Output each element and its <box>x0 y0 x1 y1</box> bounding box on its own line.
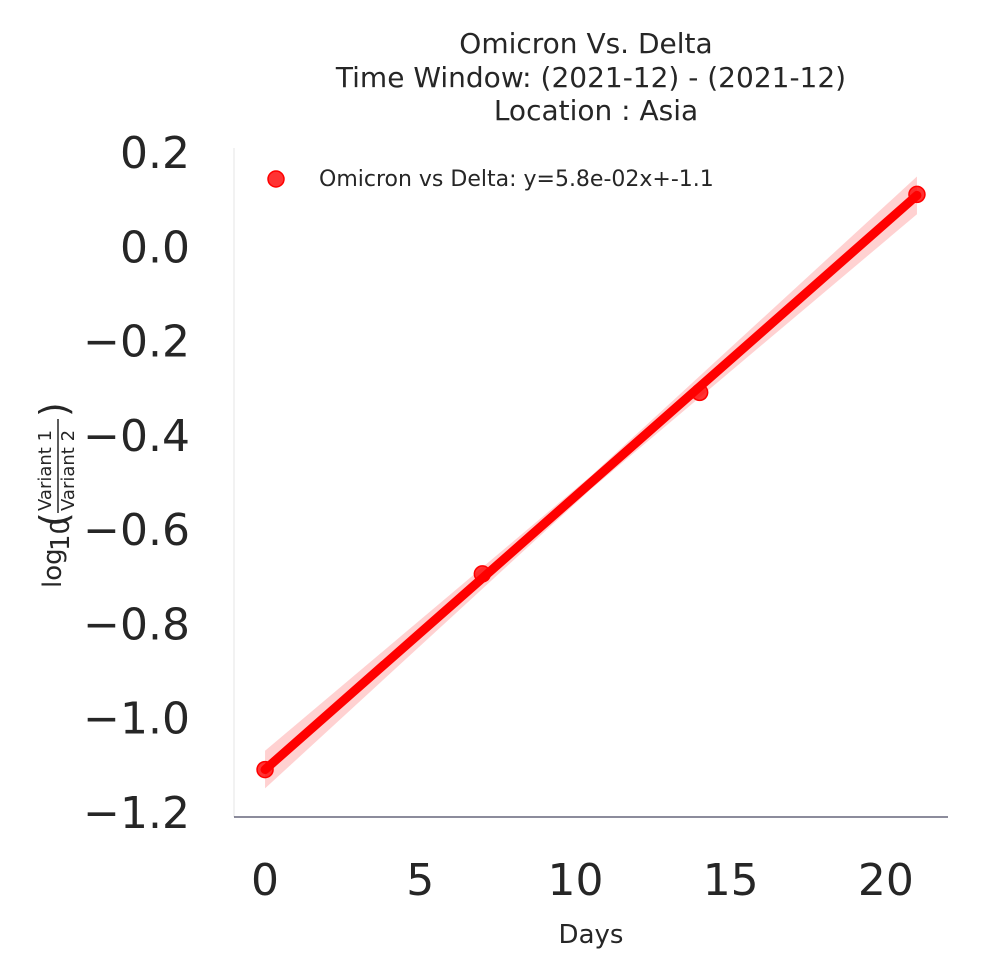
chart-title: Omicron Vs. Delta Time Window: (2021-12)… <box>335 27 846 127</box>
y-tick-label: 0.2 <box>120 128 190 179</box>
x-tick-label: 15 <box>703 855 759 906</box>
x-tick-label: 5 <box>406 855 434 906</box>
y-axis-label-left-paren: ( <box>32 512 76 527</box>
y-tick-label: −0.4 <box>83 411 190 462</box>
y-tick-label: −0.2 <box>83 317 190 368</box>
data-points <box>256 185 926 779</box>
y-tick-label: −1.2 <box>83 788 190 839</box>
y-axis-label-denominator: Variant 2 <box>58 430 79 511</box>
regression-line-path <box>260 190 922 775</box>
legend-label: Omicron vs Delta: y=5.8e-02x+-1.1 <box>319 167 714 192</box>
regression-line <box>260 190 922 775</box>
chart-title-line-3: Location : Asia <box>494 94 698 127</box>
y-axis-label-numerator: Variant 1 <box>35 430 56 511</box>
data-point <box>473 565 492 583</box>
y-axis-label-base: 10 <box>46 518 76 551</box>
y-tick-labels: 0.2 0.0 −0.2 −0.4 −0.6 −0.8 −1.0 −1.2 <box>83 128 190 839</box>
legend-marker <box>267 170 285 188</box>
x-axis-label: Days <box>559 920 624 950</box>
chart-title-line-1: Omicron Vs. Delta <box>459 27 712 60</box>
chart-title-line-2: Time Window: (2021-12) - (2021-12) <box>335 61 846 94</box>
x-tick-label: 20 <box>858 855 914 906</box>
y-tick-label: −0.6 <box>83 505 190 556</box>
data-point <box>908 185 926 204</box>
y-tick-label: −1.0 <box>83 694 190 745</box>
data-point <box>256 760 274 779</box>
x-tick-label: 0 <box>251 855 279 906</box>
y-tick-label: −0.8 <box>83 599 190 650</box>
y-axis-label: log 10 ( Variant 1 Variant 2 ) <box>32 402 79 588</box>
x-tick-label: 10 <box>547 855 603 906</box>
y-axis-label-right-paren: ) <box>32 402 76 417</box>
y-axis-label-log: log <box>38 548 68 588</box>
data-point <box>690 383 709 402</box>
x-tick-labels: 0 5 10 15 20 <box>251 855 914 906</box>
legend: Omicron vs Delta: y=5.8e-02x+-1.1 <box>267 167 714 192</box>
y-tick-label: 0.0 <box>120 222 190 273</box>
